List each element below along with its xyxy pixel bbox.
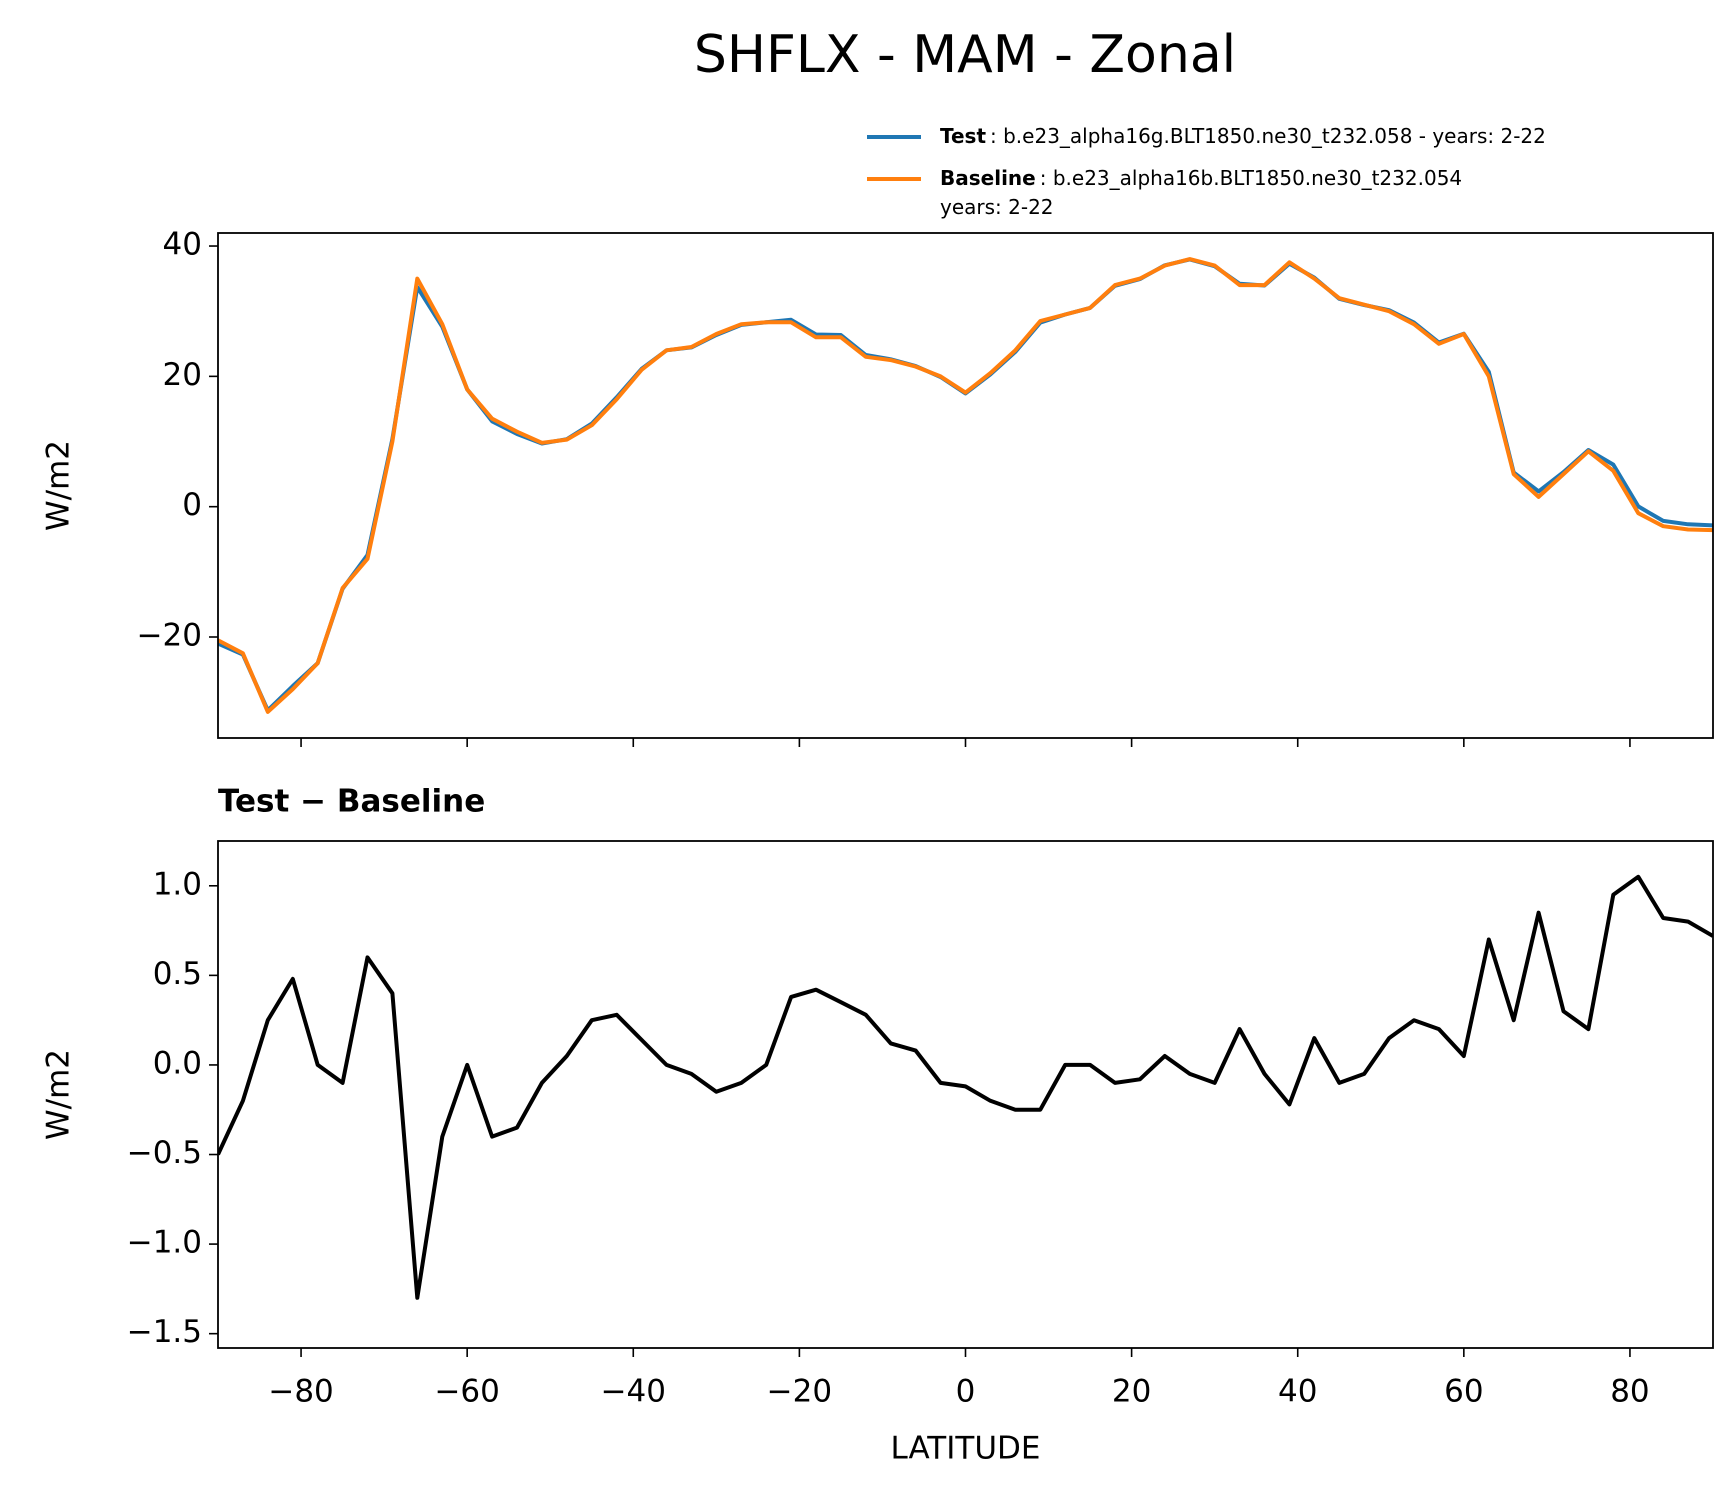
legend-label: Test: b.e23_alpha16g.BLT1850.ne30_t232.0…: [940, 124, 1546, 148]
y-tick-label: 0.5: [153, 956, 202, 992]
y-tick-label: 20: [163, 357, 202, 393]
legend-name: Test: [940, 124, 986, 148]
legend-description: : b.e23_alpha16b.BLT1850.ne30_t232.054: [1040, 166, 1462, 190]
y-tick-label: −1.5: [127, 1314, 202, 1350]
legend-label: Baseline: b.e23_alpha16b.BLT1850.ne30_t2…: [940, 166, 1462, 219]
x-tick-label: −40: [601, 1374, 666, 1410]
legend-description: : b.e23_alpha16g.BLT1850.ne30_t232.058 -…: [990, 124, 1546, 148]
x-tick-label: 20: [1112, 1374, 1151, 1410]
plot-frame: [217, 232, 1714, 739]
x-axis-label: LATITUDE: [891, 1431, 1041, 1467]
subplot-title: Test − Baseline: [218, 784, 485, 820]
line: [218, 874, 1713, 1300]
x-tick-label: 60: [1444, 1374, 1483, 1410]
y-axis-label: W/m2: [41, 1049, 77, 1140]
x-tick-label: 0: [956, 1374, 976, 1410]
y-tick-label: −1.0: [127, 1225, 202, 1261]
y-tick-label: 1.0: [153, 866, 202, 902]
plot-frame: [217, 840, 1714, 1349]
x-tick-label: −60: [434, 1374, 499, 1410]
y-tick-label: −20: [137, 618, 202, 654]
line: [218, 257, 1713, 714]
x-tick-label: −20: [767, 1374, 832, 1410]
chart-title: SHFLX - MAM - Zonal: [694, 25, 1236, 85]
legend-name: Baseline: [940, 166, 1036, 190]
y-tick-label: 0.0: [153, 1045, 202, 1081]
legend-description: years: 2-22: [940, 195, 1054, 219]
x-tick-label: 40: [1278, 1374, 1317, 1410]
y-axis-label: W/m2: [41, 440, 77, 531]
y-tick-label: 40: [163, 227, 202, 263]
y-tick-label: −0.5: [127, 1135, 202, 1171]
y-tick-label: 0: [182, 487, 202, 523]
x-tick-label: −80: [268, 1374, 333, 1410]
x-tick-label: 80: [1610, 1374, 1649, 1410]
